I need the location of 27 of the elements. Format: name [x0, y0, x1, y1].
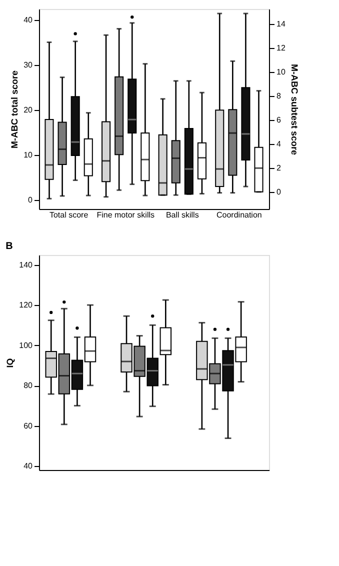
y-tick-label: 0: [28, 196, 34, 205]
y2-tick-label: 4: [276, 140, 282, 149]
y2-axis-title: M-ABC subtest score: [289, 64, 300, 156]
x-tick-label: Total score: [49, 210, 89, 220]
y-tick-label: 10: [24, 150, 34, 160]
x-tick-label: Coordination: [216, 210, 262, 220]
y2-tick-label: 10: [276, 68, 286, 77]
y2-tick-label: 0: [276, 188, 282, 197]
y-tick-label: 120: [19, 300, 34, 310]
y2-tick-label: 6: [276, 116, 282, 125]
y2-tick-label: 8: [276, 92, 282, 101]
y2-tick-label: 12: [276, 44, 286, 53]
y-tick-label: 30: [24, 60, 34, 70]
y2-tick-label: 2: [276, 164, 282, 173]
y-tick-label: 100: [19, 340, 34, 350]
x-tick-label: Fine motor skills: [96, 210, 155, 220]
y-tick-label: 60: [24, 421, 34, 430]
x-tick-label: Ball skills: [166, 210, 199, 220]
y-tick-label: 40: [24, 461, 34, 470]
y2-tick-label: 14: [276, 20, 286, 29]
y-tick-label: 20: [24, 106, 34, 115]
y-tick-label: 80: [24, 381, 34, 390]
y-axis-title: IQ: [5, 358, 16, 368]
y-axis-title: M-ABC total score: [10, 70, 20, 149]
y-tick-label: 40: [24, 16, 34, 25]
chart-title: B: [6, 241, 13, 252]
y-tick-label: 140: [19, 260, 34, 270]
